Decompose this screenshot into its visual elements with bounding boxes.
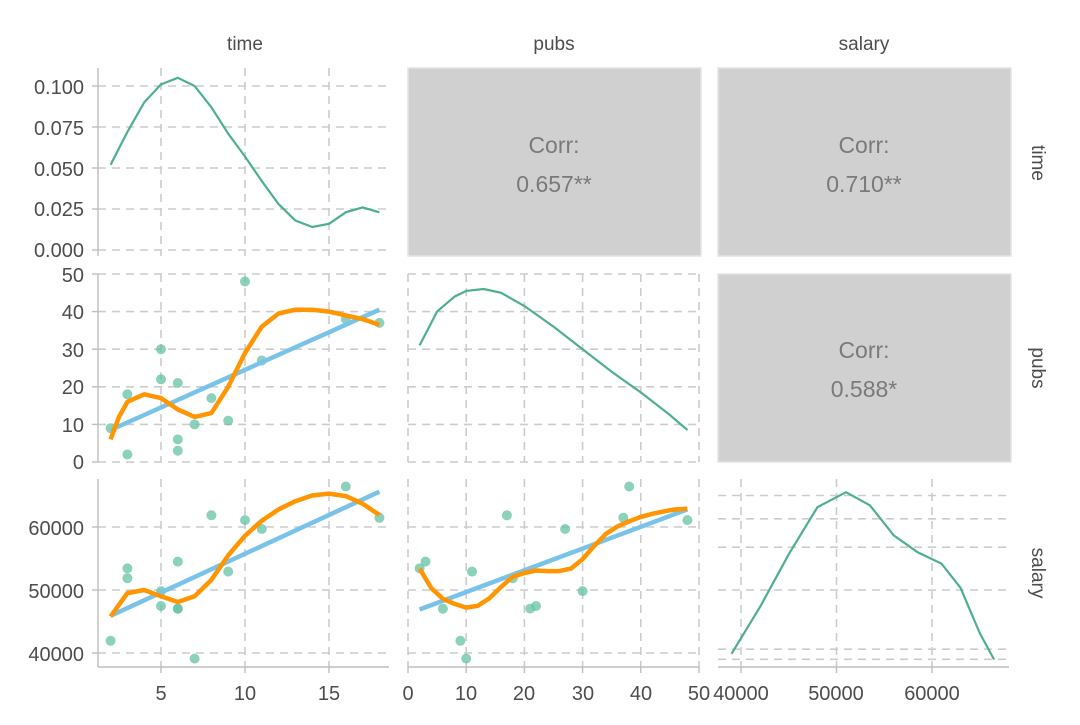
point-salary-vs-pubs: [420, 556, 431, 567]
x-tick-pubs-50: 50: [688, 683, 710, 705]
x-tick-salary-60000: 60000: [904, 683, 960, 705]
x-tick-pubs-0: 0: [402, 683, 413, 705]
point-salary-vs-time: [240, 515, 250, 526]
point-salary-vs-time: [156, 601, 166, 611]
point-salary-vs-time: [256, 524, 267, 534]
corr-value-pubs-salary: 0.588*: [831, 376, 898, 402]
y-tick-density-0.075: 0.075: [34, 118, 84, 140]
point-salary-vs-pubs: [624, 481, 635, 492]
corr-panel-time-pubs: [407, 67, 702, 257]
y-tick-pubs-30: 30: [62, 340, 84, 362]
point-salary-vs-time: [105, 635, 116, 646]
point-pubs-vs-time: [206, 393, 217, 404]
point-pubs-vs-time: [122, 389, 133, 400]
point-salary-vs-pubs: [682, 515, 693, 526]
point-salary-vs-pubs: [577, 586, 588, 597]
y-tick-salary-60000: 60000: [28, 518, 84, 540]
point-salary-vs-time: [122, 573, 133, 584]
point-salary-vs-time: [189, 653, 200, 664]
x-tick-salary-40000: 40000: [713, 683, 769, 705]
point-pubs-vs-time: [156, 344, 166, 355]
point-salary-vs-pubs: [455, 635, 466, 646]
y-tick-density-0.050: 0.050: [34, 159, 84, 181]
density-curve-pubs: [418, 287, 689, 431]
y-tick-salary-50000: 50000: [28, 581, 84, 603]
point-pubs-vs-time: [189, 419, 200, 430]
corr-label-time-salary: Corr:: [838, 132, 889, 158]
x-tick-pubs-10: 10: [455, 683, 477, 705]
strip-top-time: time: [227, 34, 263, 55]
y-tick-pubs-0: 0: [73, 452, 84, 474]
density-curve-salary: [730, 490, 996, 661]
point-salary-vs-pubs: [467, 566, 477, 577]
strip-top-pubs: pubs: [533, 34, 574, 55]
lm-line-salary_vs_pubs: [418, 507, 689, 612]
y-tick-pubs-50: 50: [62, 265, 84, 287]
point-pubs-vs-time: [172, 378, 183, 388]
lm-line-pubs_vs_time: [109, 307, 381, 433]
smooth-curve-pubs_vs_time: [108, 307, 381, 441]
y-tick-pubs-20: 20: [62, 377, 84, 399]
strip-right-time: time: [1027, 145, 1048, 181]
corr-panel-time-salary: [717, 67, 1012, 257]
density-curve-time: [109, 76, 380, 229]
point-pubs-vs-time: [172, 445, 183, 456]
point-salary-vs-pubs: [525, 603, 536, 614]
point-salary-vs-time: [340, 481, 351, 492]
x-tick-pubs-20: 20: [513, 683, 535, 705]
strip-right-salary: salary: [1027, 548, 1048, 599]
x-tick-time-15: 15: [318, 683, 340, 705]
y-tick-pubs-10: 10: [62, 415, 84, 437]
y-tick-salary-40000: 40000: [28, 644, 84, 666]
x-tick-pubs-30: 30: [572, 683, 594, 705]
smooth-curve-salary_vs_pubs: [417, 506, 688, 610]
point-pubs-vs-time: [223, 415, 234, 426]
strip-top-salary: salary: [839, 34, 890, 55]
strip-right-pubs: pubs: [1027, 347, 1048, 388]
corr-panel-pubs-salary: [717, 273, 1012, 463]
point-pubs-vs-time: [172, 434, 183, 445]
point-salary-vs-time: [206, 510, 217, 521]
point-salary-vs-pubs: [461, 653, 472, 664]
point-salary-vs-pubs: [501, 510, 512, 521]
corr-label-time-pubs: Corr:: [528, 132, 579, 158]
point-salary-vs-pubs: [560, 524, 571, 534]
x-tick-pubs-40: 40: [630, 683, 652, 705]
point-salary-vs-time: [172, 556, 183, 567]
y-tick-density-0.100: 0.100: [34, 77, 84, 99]
x-tick-time-5: 5: [155, 683, 166, 705]
y-tick-density-0.025: 0.025: [34, 199, 84, 221]
point-pubs-vs-time: [240, 276, 250, 287]
smooth-curve-salary_vs_time: [108, 491, 381, 618]
point-pubs-vs-time: [122, 449, 133, 460]
corr-label-pubs-salary: Corr:: [838, 337, 889, 363]
corr-value-time-pubs: 0.657**: [516, 171, 592, 197]
point-pubs-vs-time: [156, 374, 166, 385]
y-tick-pubs-40: 40: [62, 302, 84, 324]
x-tick-time-10: 10: [234, 683, 256, 705]
point-salary-vs-pubs: [437, 603, 448, 614]
y-tick-density-0.000: 0.000: [34, 240, 84, 262]
point-salary-vs-time: [122, 563, 133, 574]
point-salary-vs-time: [172, 603, 183, 614]
corr-value-time-salary: 0.710**: [826, 171, 902, 197]
x-tick-salary-50000: 50000: [808, 683, 864, 705]
point-salary-vs-time: [223, 566, 234, 577]
point-salary-vs-pubs: [618, 512, 629, 523]
